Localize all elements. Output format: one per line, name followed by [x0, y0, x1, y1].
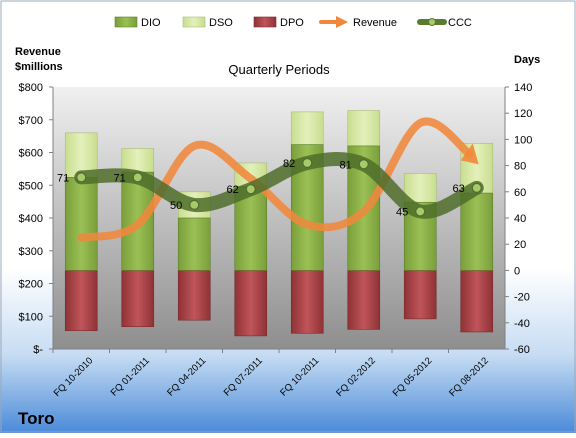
legend-ccc-swatch — [417, 18, 447, 26]
right-axis-tick-label: 100 — [514, 134, 532, 146]
ccc-point — [76, 172, 87, 183]
right-axis-tick-label: 140 — [514, 82, 532, 94]
legend-dpo-label: DPO — [280, 17, 304, 29]
left-axis-tick-label: $300 — [19, 246, 43, 258]
bar-dpo — [234, 270, 268, 337]
left-axis-tick-label: $800 — [19, 82, 43, 94]
left-axis-tick-label: $200 — [19, 279, 43, 291]
ccc-point — [358, 159, 369, 170]
ccc-point — [132, 172, 143, 183]
chart-title: Quarterly Periods — [228, 62, 330, 77]
left-axis-title-line1: Revenue — [15, 46, 61, 58]
bar-dpo — [290, 270, 324, 334]
bar-dso — [121, 148, 155, 173]
ccc-data-label: 71 — [57, 172, 69, 184]
right-axis-tick-label: 0 — [514, 265, 520, 277]
left-axis-tick-label: $- — [33, 344, 43, 356]
legend-dso-label: DSO — [209, 17, 233, 29]
right-axis-tick-label: 40 — [514, 213, 526, 225]
revenue-line — [77, 117, 474, 242]
right-axis-tick-label: -20 — [514, 292, 530, 304]
bar-dpo — [64, 270, 98, 331]
bar-dpo — [460, 270, 494, 333]
legend-dio-swatch — [114, 16, 138, 28]
left-axis-title-line2: $millions — [15, 61, 63, 73]
legend-dpo-swatch — [253, 16, 277, 28]
bar-dio — [460, 192, 494, 271]
bar-dpo — [121, 270, 155, 328]
right-axis-tick-label: 80 — [514, 161, 526, 173]
bar-dio — [177, 217, 211, 271]
legend: DIO DSO DPO Revenue CCC — [114, 16, 472, 29]
ccc-point — [415, 206, 426, 217]
ccc-data-label: 62 — [227, 184, 239, 196]
legend-revenue-swatch — [319, 16, 348, 28]
bar-dso — [347, 110, 381, 147]
right-axis-tick-label: 60 — [514, 187, 526, 199]
bar-dpo — [403, 270, 437, 320]
legend-dio-label: DIO — [141, 17, 161, 29]
ccc-point — [189, 199, 200, 210]
legend-ccc-label: CCC — [448, 17, 472, 29]
ccc-point — [471, 182, 482, 193]
bar-dso — [290, 111, 324, 145]
ccc-data-label: 50 — [170, 200, 182, 212]
left-axis-tick-label: $500 — [19, 180, 43, 192]
ccc-data-label: 63 — [453, 183, 465, 195]
left-axis-tick-label: $100 — [19, 311, 43, 323]
right-axis-tick-label: -40 — [514, 318, 530, 330]
revenue-layer — [77, 117, 479, 242]
ccc-point — [302, 157, 313, 169]
legend-dso-swatch — [182, 16, 206, 28]
bar-dio — [64, 177, 98, 271]
legend-revenue-label: Revenue — [353, 17, 397, 29]
revenue-arrowhead — [460, 143, 479, 165]
ccc-data-label: 45 — [396, 206, 408, 218]
bar-dpo — [177, 270, 211, 321]
ccc-data-label: 82 — [283, 158, 295, 170]
right-axis-tick-label: 120 — [514, 108, 532, 120]
left-axis-tick-label: $600 — [19, 148, 43, 160]
right-axis-tick-label: -60 — [514, 344, 530, 356]
left-axis-tick-label: $700 — [19, 115, 43, 127]
ccc-point — [245, 184, 256, 195]
ccc-data-label: 71 — [114, 172, 126, 184]
left-axis-tick-label: $400 — [19, 213, 43, 225]
right-axis-title: Days — [514, 54, 540, 66]
ccc-data-label: 81 — [340, 159, 352, 171]
right-axis-tick-label: 20 — [514, 239, 526, 251]
bar-dpo — [347, 270, 381, 330]
ccc-layer: 71 71 50 62 82 81 45 63 — [57, 152, 484, 219]
company-name: Toro — [18, 409, 55, 428]
